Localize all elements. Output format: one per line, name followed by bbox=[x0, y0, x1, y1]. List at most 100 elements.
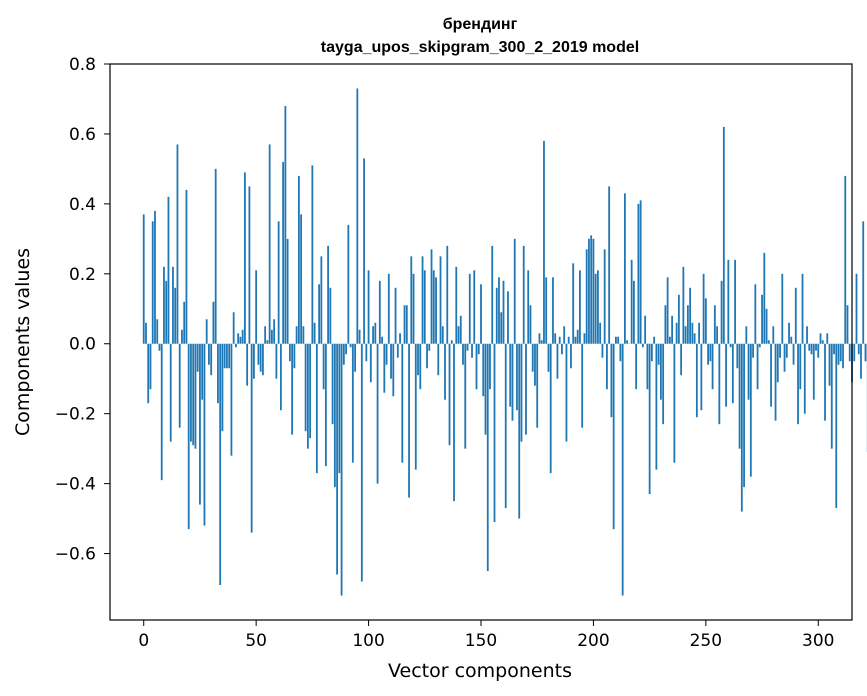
bar bbox=[284, 105, 287, 344]
bar bbox=[221, 343, 224, 432]
bar bbox=[752, 343, 754, 358]
bar bbox=[385, 343, 388, 365]
bar bbox=[502, 280, 505, 344]
bar bbox=[635, 343, 638, 390]
bar bbox=[158, 343, 161, 351]
bar bbox=[579, 270, 581, 344]
bar bbox=[174, 287, 177, 344]
bar bbox=[552, 277, 554, 344]
bar bbox=[210, 343, 213, 376]
bar bbox=[192, 343, 195, 446]
bar bbox=[504, 343, 507, 509]
bar bbox=[347, 224, 350, 344]
bar bbox=[824, 343, 826, 421]
bar bbox=[201, 343, 204, 400]
bar bbox=[439, 256, 442, 344]
bar bbox=[603, 249, 606, 344]
bar bbox=[270, 329, 273, 344]
bar bbox=[286, 238, 289, 344]
bar bbox=[441, 326, 444, 344]
bar bbox=[250, 343, 253, 533]
bar bbox=[572, 263, 575, 344]
bar bbox=[860, 343, 862, 379]
bar bbox=[457, 326, 460, 344]
bar bbox=[567, 336, 570, 344]
bar bbox=[745, 326, 748, 344]
bar bbox=[812, 343, 815, 400]
bar bbox=[695, 343, 698, 418]
bar bbox=[295, 326, 298, 344]
bar bbox=[401, 343, 404, 463]
bar bbox=[684, 326, 687, 344]
bar bbox=[549, 343, 552, 474]
bar bbox=[534, 343, 536, 386]
bar bbox=[833, 343, 835, 355]
bar bbox=[237, 333, 240, 344]
bar bbox=[686, 305, 689, 344]
x-tick-label: 100 bbox=[352, 631, 384, 651]
bar bbox=[707, 343, 709, 365]
bar bbox=[471, 343, 473, 358]
x-axis-ticks: 0 50 100 150 200 250 300 bbox=[138, 620, 834, 651]
bar bbox=[331, 343, 334, 425]
bar bbox=[185, 189, 188, 344]
bar bbox=[187, 343, 190, 530]
bar bbox=[482, 343, 485, 397]
bar bbox=[376, 343, 379, 484]
bar bbox=[734, 259, 736, 344]
bar bbox=[428, 343, 431, 351]
bar bbox=[495, 287, 498, 344]
bar bbox=[273, 319, 276, 344]
bar bbox=[268, 144, 271, 344]
bar bbox=[199, 343, 201, 505]
bar bbox=[410, 256, 413, 344]
bar bbox=[426, 343, 428, 369]
x-axis-label: Vector components bbox=[388, 660, 572, 682]
bar bbox=[408, 343, 410, 498]
bar bbox=[394, 287, 397, 344]
bar bbox=[558, 336, 561, 344]
bar bbox=[239, 336, 242, 344]
bar bbox=[147, 343, 150, 404]
bar bbox=[448, 343, 451, 446]
bar bbox=[259, 343, 262, 372]
bar bbox=[246, 343, 249, 386]
plot-frame bbox=[109, 63, 853, 621]
bar bbox=[846, 305, 849, 344]
bar bbox=[594, 273, 597, 344]
bar bbox=[365, 343, 368, 362]
bar bbox=[545, 277, 548, 344]
bar bbox=[619, 343, 622, 362]
bars-group bbox=[142, 88, 867, 596]
bar bbox=[610, 343, 613, 418]
bar bbox=[500, 312, 503, 344]
bar bbox=[754, 284, 757, 344]
y-tick-label: −0.6 bbox=[55, 545, 96, 565]
bar bbox=[369, 343, 372, 383]
bar bbox=[743, 343, 745, 488]
bar bbox=[729, 343, 732, 348]
bar bbox=[223, 343, 226, 369]
chart-title-line1: брендинг bbox=[443, 16, 518, 33]
bar bbox=[527, 270, 530, 344]
bar bbox=[342, 343, 345, 365]
bar bbox=[662, 343, 665, 425]
bar bbox=[788, 322, 790, 344]
bar bbox=[167, 196, 170, 344]
bar bbox=[758, 343, 761, 348]
bar bbox=[630, 259, 633, 344]
bar bbox=[583, 333, 586, 344]
bar bbox=[747, 343, 750, 400]
bar bbox=[576, 329, 579, 344]
bar bbox=[293, 343, 296, 369]
bar bbox=[581, 343, 584, 428]
bar bbox=[172, 266, 174, 344]
bar bbox=[848, 343, 851, 362]
bar bbox=[154, 210, 156, 344]
bar bbox=[279, 343, 282, 411]
bar bbox=[208, 343, 210, 365]
bar bbox=[639, 200, 642, 344]
bar bbox=[412, 273, 415, 344]
bar bbox=[363, 158, 365, 344]
bar bbox=[327, 245, 329, 344]
